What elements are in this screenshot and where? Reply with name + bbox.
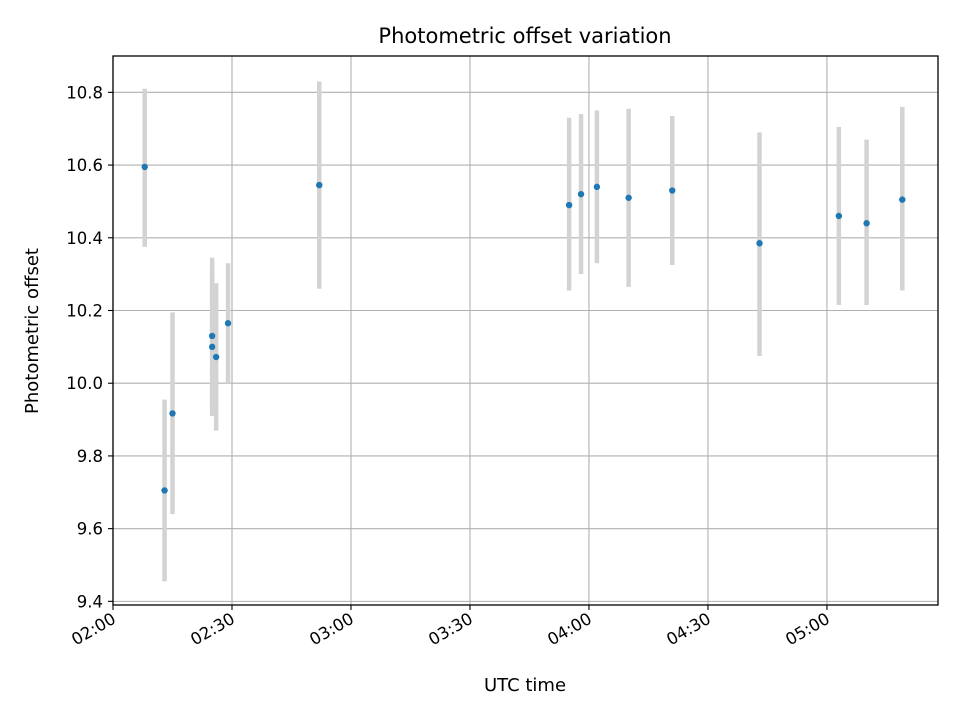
chart-title: Photometric offset variation bbox=[378, 24, 671, 48]
data-point bbox=[316, 181, 323, 189]
y-tick-label: 10.8 bbox=[66, 83, 103, 102]
x-axis-label: UTC time bbox=[484, 675, 566, 696]
data-point bbox=[756, 240, 763, 247]
data-point bbox=[899, 196, 906, 203]
data-point bbox=[141, 163, 148, 171]
data-point bbox=[169, 410, 176, 417]
y-tick-label: 9.8 bbox=[77, 447, 103, 466]
grid-lines bbox=[112, 56, 938, 605]
data-point bbox=[625, 194, 632, 201]
data-point bbox=[208, 343, 216, 351]
data-point bbox=[565, 201, 573, 209]
data-point bbox=[593, 183, 601, 191]
data-point bbox=[835, 212, 843, 220]
y-axis-label: Photometric offset bbox=[22, 248, 43, 414]
data-point bbox=[863, 220, 870, 227]
data-point bbox=[224, 320, 232, 327]
y-tick-label: 10.6 bbox=[66, 156, 103, 175]
y-tick-label: 10.2 bbox=[66, 302, 103, 321]
data-point bbox=[577, 190, 585, 198]
y-tick-label: 10.0 bbox=[66, 374, 103, 393]
data-point bbox=[208, 332, 216, 340]
y-tick-label: 9.6 bbox=[77, 520, 103, 539]
data-point bbox=[669, 187, 676, 194]
y-tick-label: 10.4 bbox=[66, 229, 103, 248]
y-tick-label: 9.4 bbox=[77, 592, 103, 611]
data-point bbox=[212, 353, 220, 361]
plot-frame bbox=[112, 55, 939, 606]
data-points bbox=[141, 163, 906, 494]
data-point bbox=[161, 487, 168, 494]
